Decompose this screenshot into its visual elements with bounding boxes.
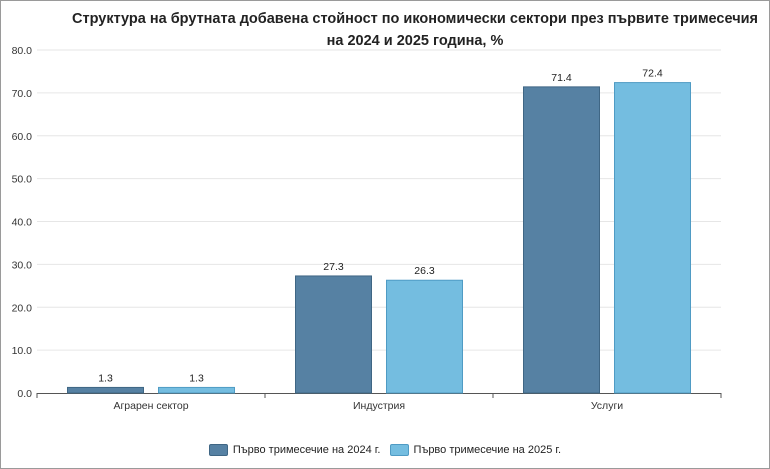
data-label: 1.3 bbox=[98, 372, 113, 384]
data-label: 72.4 bbox=[642, 68, 663, 80]
legend-label-2024: Първо тримесечие на 2024 г. bbox=[232, 444, 381, 456]
chart-title: Структура на брутната добавена стойност … bbox=[72, 11, 758, 49]
y-tick-label: 70.0 bbox=[12, 88, 33, 100]
bar bbox=[614, 82, 691, 394]
y-tick-label: 50.0 bbox=[12, 174, 33, 186]
y-tick-label: 30.0 bbox=[12, 259, 33, 271]
y-tick-label: 10.0 bbox=[12, 345, 33, 357]
legend-swatch-2024 bbox=[208, 444, 228, 456]
data-label: 1.3 bbox=[189, 372, 204, 384]
legend: Първо тримесечие на 2024 г. Първо тримес… bbox=[0, 444, 770, 459]
y-tick-label: 20.0 bbox=[12, 302, 33, 314]
y-tick-label: 0.0 bbox=[17, 388, 32, 400]
bar bbox=[67, 386, 144, 394]
legend-swatch-2025 bbox=[389, 444, 409, 456]
y-tick-label: 60.0 bbox=[12, 131, 33, 143]
bar bbox=[158, 386, 235, 394]
y-tick-label: 80.0 bbox=[12, 45, 33, 57]
y-tick-label: 40.0 bbox=[12, 217, 33, 229]
data-label: 27.3 bbox=[323, 261, 344, 273]
bar bbox=[386, 279, 463, 394]
data-label: 26.3 bbox=[414, 265, 435, 277]
legend-label-2025: Първо тримесечие на 2025 г. bbox=[413, 444, 562, 456]
bar bbox=[295, 275, 372, 394]
legend-item-2025[interactable]: Първо тримесечие на 2025 г. bbox=[389, 444, 562, 456]
x-tick-label: Аграрен сектор bbox=[113, 400, 188, 412]
x-tick-label: Услуги bbox=[591, 400, 623, 412]
legend-item-2024[interactable]: Първо тримесечие на 2024 г. bbox=[208, 444, 381, 456]
data-label: 71.4 bbox=[551, 72, 572, 84]
bar bbox=[523, 86, 600, 394]
x-tick-label: Индустрия bbox=[353, 400, 405, 412]
